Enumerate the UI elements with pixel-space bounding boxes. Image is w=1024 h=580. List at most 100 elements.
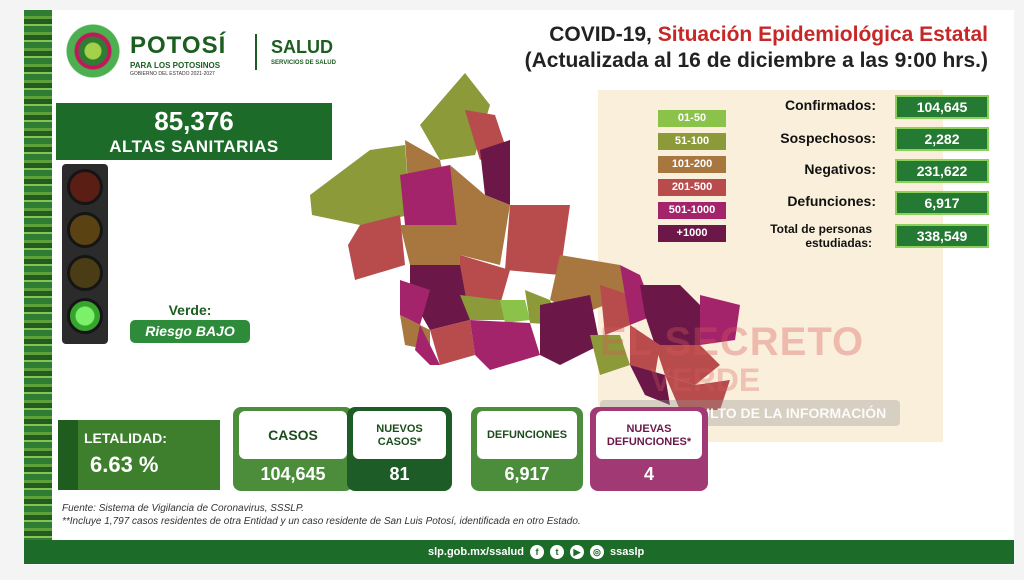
total-label-line1: Total de personas (770, 222, 872, 236)
municipality (450, 165, 510, 265)
negativos-value: 231,622 (895, 159, 989, 183)
total-estudiadas-label: Total de personas estudiadas: (770, 222, 872, 250)
title-covid: COVID-19, (549, 23, 652, 46)
municipality (500, 300, 530, 323)
sospechosos-value: 2,282 (895, 127, 989, 151)
salud-block: SALUD SERVICIOS DE SALUD (271, 37, 336, 66)
nuevas-defunciones-value: 4 (643, 464, 654, 484)
legend-item: 01-50 (658, 110, 726, 127)
casos-value: 104,645 (260, 464, 326, 484)
municipality (400, 165, 460, 225)
defunciones-card-value: 6,917 (504, 464, 550, 484)
footnote-line: **Incluye 1,797 casos residentes de otra… (62, 516, 581, 527)
footer-content: slp.gob.mx/ssalud f t ▶ ◎ ssaslp (428, 545, 644, 559)
municipality (470, 320, 540, 370)
municipality (655, 345, 720, 385)
municipality (480, 140, 510, 205)
defunciones-card: DEFUNCIONES 6,917 (471, 407, 583, 491)
state-map (310, 73, 740, 410)
watermark-subtitle: VERDE (650, 362, 761, 398)
map-legend: 01-50 51-100 101-200 201-500 501-1000 +1… (658, 110, 726, 248)
nuevas-defunciones-card: NUEVAS DEFUNCIONES* 4 (590, 407, 708, 491)
confirmados-value: 104,645 (895, 95, 989, 119)
municipality (700, 295, 740, 345)
letalidad-label: LETALIDAD: (84, 430, 167, 446)
potosi-logo (62, 20, 124, 82)
brand-block: POTOSÍ PARA LOS POTOSINOS GOBIERNO DEL E… (130, 32, 226, 77)
instagram-icon[interactable]: ◎ (589, 545, 604, 559)
header-divider (255, 34, 257, 70)
legend-item: 501-1000 (658, 202, 726, 219)
municipality (665, 375, 730, 410)
nuevos-casos-label-2: CASOS* (377, 436, 422, 448)
municipality (420, 73, 490, 160)
nuevas-def-label-2: DEFUNCIONES* (606, 436, 692, 448)
legend-item: 201-500 (658, 179, 726, 196)
defunciones-card-label: DEFUNCIONES (477, 411, 577, 459)
traffic-light (62, 164, 108, 344)
salud-name: SALUD (271, 37, 333, 57)
nuevas-def-label-1: NUEVAS (626, 423, 672, 435)
letalidad-box: LETALIDAD: 6.63 % (58, 420, 220, 490)
source-note: Fuente: Sistema de Vigilancia de Coronav… (62, 502, 581, 528)
nuevas-defunciones-label: NUEVAS DEFUNCIONES* (596, 411, 702, 459)
altas-label: ALTAS SANITARIAS (109, 137, 279, 156)
municipality (540, 295, 600, 365)
sospechosos-label: Sospechosos: (780, 130, 876, 146)
facebook-icon[interactable]: f (529, 545, 544, 559)
municipality (630, 365, 670, 405)
footer-handle[interactable]: ssaslp (609, 546, 645, 558)
nuevos-casos-label-1: NUEVOS (376, 423, 423, 435)
youtube-icon[interactable]: ▶ (569, 545, 584, 559)
traffic-light-yellow (67, 255, 103, 291)
confirmados-label: Confirmados: (785, 97, 876, 113)
altas-sanitarias-box: 85,376 ALTAS SANITARIAS (56, 103, 332, 160)
twitter-icon[interactable]: t (549, 545, 564, 559)
nuevos-casos-value: 81 (389, 464, 410, 484)
salud-subtitle: SERVICIOS DE SALUD (271, 60, 336, 66)
municipality (590, 335, 630, 375)
brand-tagline: PARA LOS POTOSINOS (130, 61, 221, 70)
municipality (400, 225, 460, 265)
negativos-label: Negativos: (804, 161, 876, 177)
source-line: Fuente: Sistema de Vigilancia de Coronav… (62, 503, 304, 514)
municipality (430, 320, 475, 365)
traffic-light-red (67, 169, 103, 205)
legend-item: 101-200 (658, 156, 726, 173)
brand-name: POTOSÍ (130, 32, 227, 59)
casos-card: CASOS 104,645 (233, 407, 353, 491)
page-title: COVID-19, Situación Epidemiológica Estat… (525, 22, 988, 74)
defunciones-label: Defunciones: (787, 193, 876, 209)
letalidad-value: 6.63 % (90, 452, 159, 477)
nuevos-casos-label: NUEVOS CASOS* (353, 411, 446, 459)
legend-item: +1000 (658, 225, 726, 242)
footer-url[interactable]: slp.gob.mx/ssalud (428, 546, 524, 558)
traffic-light-orange (67, 212, 103, 248)
municipality (505, 205, 570, 275)
municipality (400, 280, 430, 325)
municipality (600, 285, 630, 335)
casos-label: CASOS (239, 411, 347, 459)
total-label-line2: estudiadas: (805, 236, 872, 250)
municipality (348, 215, 405, 280)
municipality (310, 145, 410, 225)
brand-government: GOBIERNO DEL ESTADO 2021-2027 (130, 71, 215, 77)
decorative-pattern-strip (24, 10, 52, 540)
municipality (460, 295, 510, 320)
defunciones-value: 6,917 (895, 191, 989, 215)
municipality (630, 325, 660, 375)
footer-bar: slp.gob.mx/ssalud f t ▶ ◎ ssaslp (24, 540, 1014, 564)
total-estudiadas-value: 338,549 (895, 224, 989, 248)
altas-number: 85,376 (154, 106, 234, 136)
title-update-date: (Actualizada al 16 de diciembre a las 9:… (524, 49, 988, 72)
legend-item: 51-100 (658, 133, 726, 150)
traffic-light-green (67, 298, 103, 334)
municipalities (310, 73, 740, 410)
watermark-title: EL SECRETO (600, 320, 865, 364)
municipality (460, 255, 510, 305)
municipality (410, 265, 470, 330)
nuevos-casos-card: NUEVOS CASOS* 81 (347, 407, 452, 491)
municipality (415, 325, 440, 365)
municipality (640, 285, 700, 345)
title-situation: Situación Epidemiológica Estatal (657, 23, 988, 46)
